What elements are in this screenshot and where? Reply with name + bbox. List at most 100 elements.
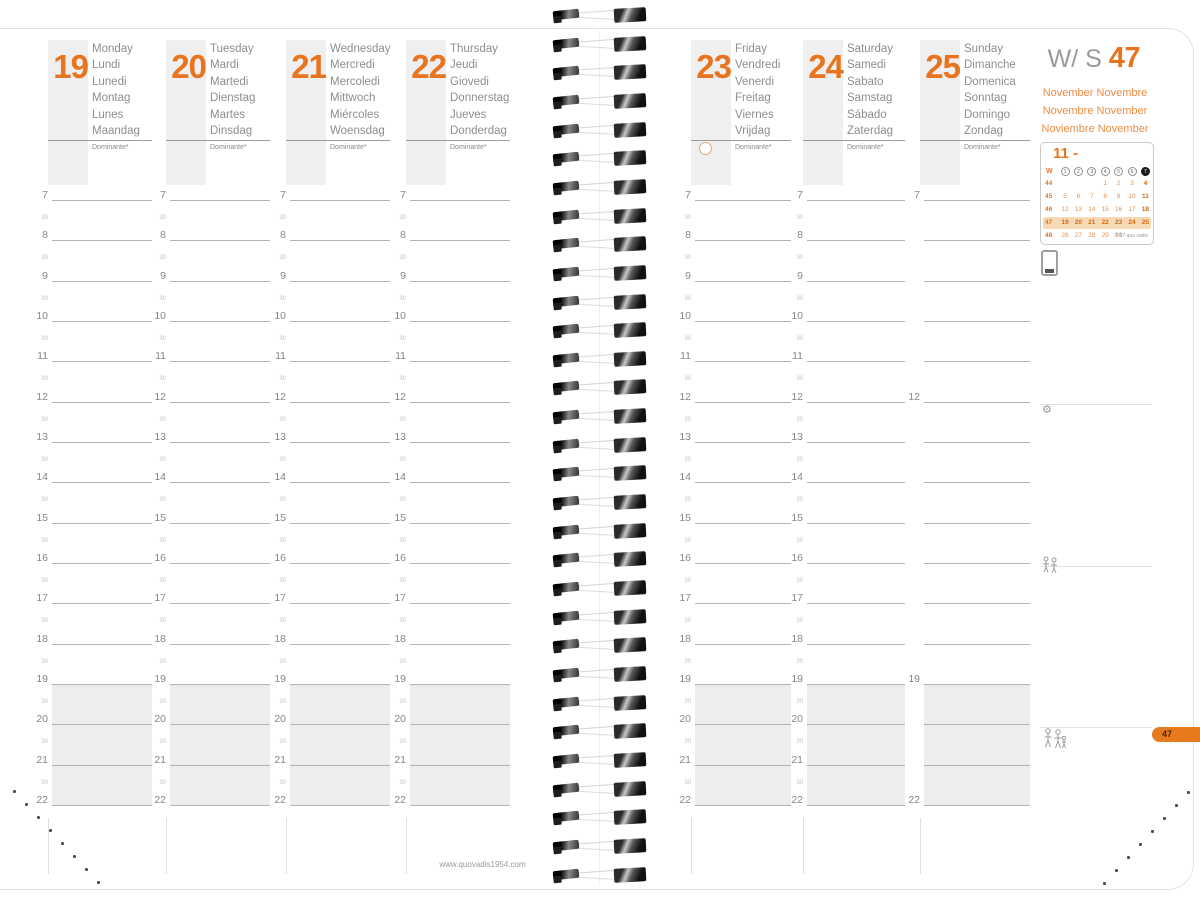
hour-label: 19 xyxy=(791,672,803,685)
hour-line xyxy=(924,280,1030,282)
spiral-hook-stub xyxy=(553,330,562,339)
half-hour-label: 30 xyxy=(279,295,286,302)
evening-shade xyxy=(170,725,270,765)
hour-line xyxy=(695,240,791,242)
hour-label: 8 xyxy=(42,229,48,242)
hour-line xyxy=(924,482,1030,484)
hour-label: 14 xyxy=(36,471,48,484)
hour-label: 17 xyxy=(154,592,166,605)
dominante-label: Dominante* xyxy=(964,144,1001,151)
hour-line xyxy=(170,280,270,282)
spiral-block xyxy=(613,580,647,596)
spiral-block xyxy=(613,723,647,740)
half-hour-label: 30 xyxy=(279,739,286,746)
spiral-hook-stub xyxy=(553,416,562,425)
hour-label: 13 xyxy=(394,430,406,443)
hour-label: 20 xyxy=(679,713,691,726)
day-name: Tuesday xyxy=(210,43,254,55)
hour-line xyxy=(410,562,510,564)
day-names: Sunday Dimanche Domenica Sonntag Domingo Zond… xyxy=(964,41,1016,139)
day-name: Freitag xyxy=(735,92,771,105)
half-hour-label: 30 xyxy=(159,497,166,504)
spiral-block xyxy=(613,465,647,482)
hour-line xyxy=(695,804,791,806)
day-header-rule xyxy=(920,140,1030,141)
perforation-dot xyxy=(1127,856,1130,859)
half-hour-label: 30 xyxy=(684,497,691,504)
evening-shade xyxy=(807,684,905,725)
hour-line xyxy=(924,240,1030,242)
hour-label: 8 xyxy=(685,229,691,242)
half-hour-label: 30 xyxy=(684,618,691,625)
hour-label: 14 xyxy=(679,471,691,484)
perforation-dot xyxy=(25,803,28,806)
hour-line xyxy=(924,401,1030,403)
hour-line xyxy=(410,643,510,645)
spiral-loop xyxy=(548,350,656,370)
spiral-hook-stub xyxy=(553,359,562,368)
spiral-loop xyxy=(548,666,656,685)
day-of-week-badge: 6 xyxy=(1127,167,1137,176)
hour-line xyxy=(52,200,152,201)
spiral-loop xyxy=(548,265,656,284)
evening-shade xyxy=(695,765,791,805)
day-band xyxy=(48,40,88,185)
hour-label: 20 xyxy=(154,713,166,726)
current-week-highlight xyxy=(1043,216,1151,229)
half-hour-label: 30 xyxy=(159,255,166,262)
hour-line xyxy=(290,724,390,726)
mini-calendar-day: 12 xyxy=(1061,206,1069,213)
half-hour-label: 30 xyxy=(279,618,286,625)
hour-label: 9 xyxy=(685,269,691,282)
half-hour-label: 30 xyxy=(684,537,691,544)
day-names: Friday Vendredi Venerdi Freitag Viernes Vrijd… xyxy=(735,41,780,139)
spiral-loop xyxy=(548,93,656,112)
hour-label: 14 xyxy=(154,471,166,484)
spiral-hook-stub xyxy=(553,760,562,769)
perforation-dot xyxy=(1115,869,1118,872)
day-name: Viernes xyxy=(735,108,774,121)
day-band xyxy=(920,40,960,185)
spiral-block xyxy=(613,408,647,424)
half-hour-label: 30 xyxy=(41,255,48,262)
half-hour-label: 30 xyxy=(159,335,166,342)
day-header-rule xyxy=(691,140,791,141)
hour-line xyxy=(170,401,270,403)
half-hour-label: 30 xyxy=(796,335,803,342)
hour-line xyxy=(290,603,390,605)
mini-calendar-day: 6 xyxy=(1076,193,1081,200)
spiral-loop xyxy=(548,150,656,169)
hour-line xyxy=(52,643,152,645)
spiral-hook-stub xyxy=(553,44,562,52)
half-hour-label: 30 xyxy=(796,215,803,221)
half-hour-label: 30 xyxy=(41,739,48,746)
hour-label: 19 xyxy=(36,672,48,685)
hour-line xyxy=(290,280,390,282)
evening-shade xyxy=(52,765,152,805)
spiral-hook-stub xyxy=(553,101,562,110)
half-hour-label: 30 xyxy=(279,335,286,342)
month-labels: November Novembre Novembre November Novi… xyxy=(1038,84,1152,138)
mini-calendar-day: 24 xyxy=(1128,219,1136,226)
hour-label: 9 xyxy=(280,269,286,282)
hour-line xyxy=(290,562,390,564)
hour-line xyxy=(410,764,510,766)
hour-label: 17 xyxy=(679,592,691,605)
perforation-dot xyxy=(1163,817,1166,820)
day-names: Tuesday Mardi Martedi Dienstag Martes Dinsdag xyxy=(210,41,255,139)
spiral-block xyxy=(613,866,647,883)
hour-label: 12 xyxy=(36,390,48,403)
mini-calendar-day: 8 xyxy=(1103,193,1107,200)
day-name: Sunday xyxy=(964,43,1004,55)
hour-line xyxy=(807,764,905,766)
hour-line xyxy=(170,562,270,564)
hour-line xyxy=(924,764,1030,766)
day-name: Samstag xyxy=(847,92,893,105)
mini-calendar-day: 27 xyxy=(1074,232,1082,239)
hour-label: 19 xyxy=(908,672,920,685)
mini-calendar-copyright: © 67 quo vadis xyxy=(1114,233,1148,239)
hour-label: 19 xyxy=(679,672,691,685)
day-header-rule xyxy=(406,140,510,141)
hour-line xyxy=(290,683,390,685)
notes-section-divider xyxy=(1040,404,1152,405)
